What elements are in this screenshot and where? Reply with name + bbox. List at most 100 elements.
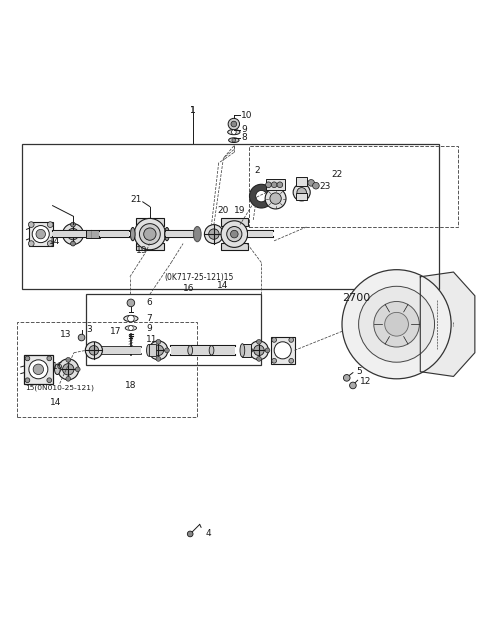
Circle shape xyxy=(139,224,160,245)
Text: 2: 2 xyxy=(254,166,260,174)
Circle shape xyxy=(384,312,408,336)
Bar xyxy=(248,231,273,237)
Circle shape xyxy=(32,226,49,243)
Text: 3: 3 xyxy=(86,325,92,334)
Circle shape xyxy=(228,118,240,130)
Bar xyxy=(296,177,307,186)
Circle shape xyxy=(80,232,85,236)
Bar xyxy=(242,344,251,357)
Text: 19: 19 xyxy=(136,246,147,255)
Circle shape xyxy=(270,193,281,204)
Circle shape xyxy=(232,138,236,142)
Bar xyxy=(166,231,192,237)
Text: 23: 23 xyxy=(320,182,331,191)
Text: 17: 17 xyxy=(109,327,121,336)
Circle shape xyxy=(293,184,310,201)
Text: 6: 6 xyxy=(146,298,152,307)
Circle shape xyxy=(144,228,156,240)
Circle shape xyxy=(359,286,434,362)
Circle shape xyxy=(349,382,356,389)
Ellipse shape xyxy=(188,346,192,355)
Circle shape xyxy=(374,302,420,347)
Circle shape xyxy=(66,357,71,362)
Ellipse shape xyxy=(193,226,201,242)
Circle shape xyxy=(47,378,52,383)
Bar xyxy=(17,322,197,417)
Ellipse shape xyxy=(125,326,137,330)
Text: 18: 18 xyxy=(125,381,137,390)
Text: 1: 1 xyxy=(190,106,196,115)
Circle shape xyxy=(343,374,350,381)
Circle shape xyxy=(231,121,237,127)
Circle shape xyxy=(250,184,273,208)
Ellipse shape xyxy=(146,344,151,357)
Bar xyxy=(53,231,86,237)
Circle shape xyxy=(254,345,264,355)
Bar xyxy=(86,230,100,238)
Bar xyxy=(29,222,53,247)
Circle shape xyxy=(62,364,74,375)
Text: 16: 16 xyxy=(52,362,63,371)
Bar xyxy=(24,355,53,383)
Bar xyxy=(221,218,248,226)
Circle shape xyxy=(33,364,44,374)
Bar xyxy=(22,144,439,289)
Circle shape xyxy=(71,222,75,227)
Circle shape xyxy=(47,356,52,361)
Text: 15(0N010-25-121): 15(0N010-25-121) xyxy=(25,384,95,390)
Ellipse shape xyxy=(209,346,214,355)
Circle shape xyxy=(129,326,133,330)
Circle shape xyxy=(149,341,168,360)
Circle shape xyxy=(221,221,248,247)
Circle shape xyxy=(230,230,238,238)
Circle shape xyxy=(28,241,34,247)
Bar xyxy=(250,146,458,227)
Bar xyxy=(136,218,164,226)
Circle shape xyxy=(277,182,283,188)
Circle shape xyxy=(271,182,277,188)
Bar xyxy=(271,337,295,364)
Circle shape xyxy=(78,334,85,341)
Circle shape xyxy=(156,357,161,361)
Circle shape xyxy=(312,182,319,189)
Text: 12: 12 xyxy=(360,376,371,386)
Circle shape xyxy=(153,345,164,355)
Circle shape xyxy=(134,219,166,250)
Bar xyxy=(100,346,141,354)
Circle shape xyxy=(187,531,193,537)
Circle shape xyxy=(265,182,271,188)
Text: 19: 19 xyxy=(234,206,246,215)
Circle shape xyxy=(66,376,71,381)
Text: 8: 8 xyxy=(241,134,247,142)
Bar xyxy=(266,179,285,190)
Bar xyxy=(86,295,261,365)
Circle shape xyxy=(272,358,276,363)
Circle shape xyxy=(204,225,223,243)
Circle shape xyxy=(289,358,294,363)
Circle shape xyxy=(25,356,30,361)
Ellipse shape xyxy=(240,344,245,357)
Circle shape xyxy=(342,270,451,379)
Circle shape xyxy=(274,342,291,359)
Text: 20: 20 xyxy=(217,206,228,215)
Circle shape xyxy=(250,341,268,360)
Circle shape xyxy=(272,337,276,343)
Text: 21: 21 xyxy=(130,196,141,204)
Ellipse shape xyxy=(55,364,60,374)
Bar xyxy=(136,243,164,250)
Circle shape xyxy=(36,229,46,239)
Ellipse shape xyxy=(165,227,169,241)
Circle shape xyxy=(265,348,270,353)
Bar xyxy=(100,231,129,237)
Text: 7: 7 xyxy=(146,314,152,323)
Text: 22: 22 xyxy=(332,170,343,179)
Circle shape xyxy=(71,241,75,246)
Circle shape xyxy=(308,180,314,186)
Text: 1: 1 xyxy=(190,106,196,115)
Ellipse shape xyxy=(228,138,239,142)
Circle shape xyxy=(29,360,48,379)
Circle shape xyxy=(58,359,79,380)
Circle shape xyxy=(256,190,267,202)
Text: 13: 13 xyxy=(60,330,72,339)
Text: 14: 14 xyxy=(49,236,60,246)
